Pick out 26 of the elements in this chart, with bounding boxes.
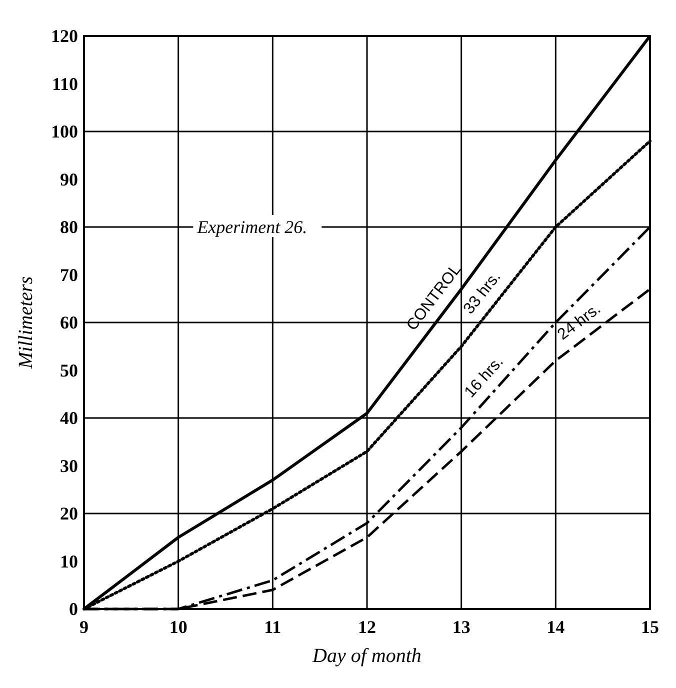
x-tick-label: 10 [169,617,188,637]
y-tick-label: 20 [60,504,78,524]
text: 16 hrs. [462,353,507,402]
x-tick-label: 15 [641,617,659,637]
x-axis-title: Day of month [312,645,422,667]
x-tick-label: 12 [358,617,376,637]
y-tick-label: 100 [51,122,78,142]
y-tick-label: 120 [51,26,78,46]
y-axis-title: Millimeters [15,276,37,370]
y-tick-label: 0 [69,599,78,619]
x-tick-label: 14 [546,617,565,637]
y-tick-label: 50 [60,360,78,380]
x-tick-label: 11 [264,617,282,637]
text: 24 hrs. [554,300,604,344]
annotation: Experiment 26. [196,217,308,237]
y-tick-label: 90 [60,169,78,190]
x-tick-label: 9 [80,617,88,637]
x-tick-label: 13 [452,617,470,637]
y-tick-label: 80 [60,217,78,237]
y-tick-label: 70 [60,264,78,285]
y-tick-label: 60 [60,312,78,332]
y-tick-label: 30 [60,456,78,476]
y-tick-label: 40 [60,408,78,428]
y-tick-label: 10 [60,551,78,572]
text: 33 hrs. [460,268,504,318]
y-tick-label: 110 [52,74,78,94]
